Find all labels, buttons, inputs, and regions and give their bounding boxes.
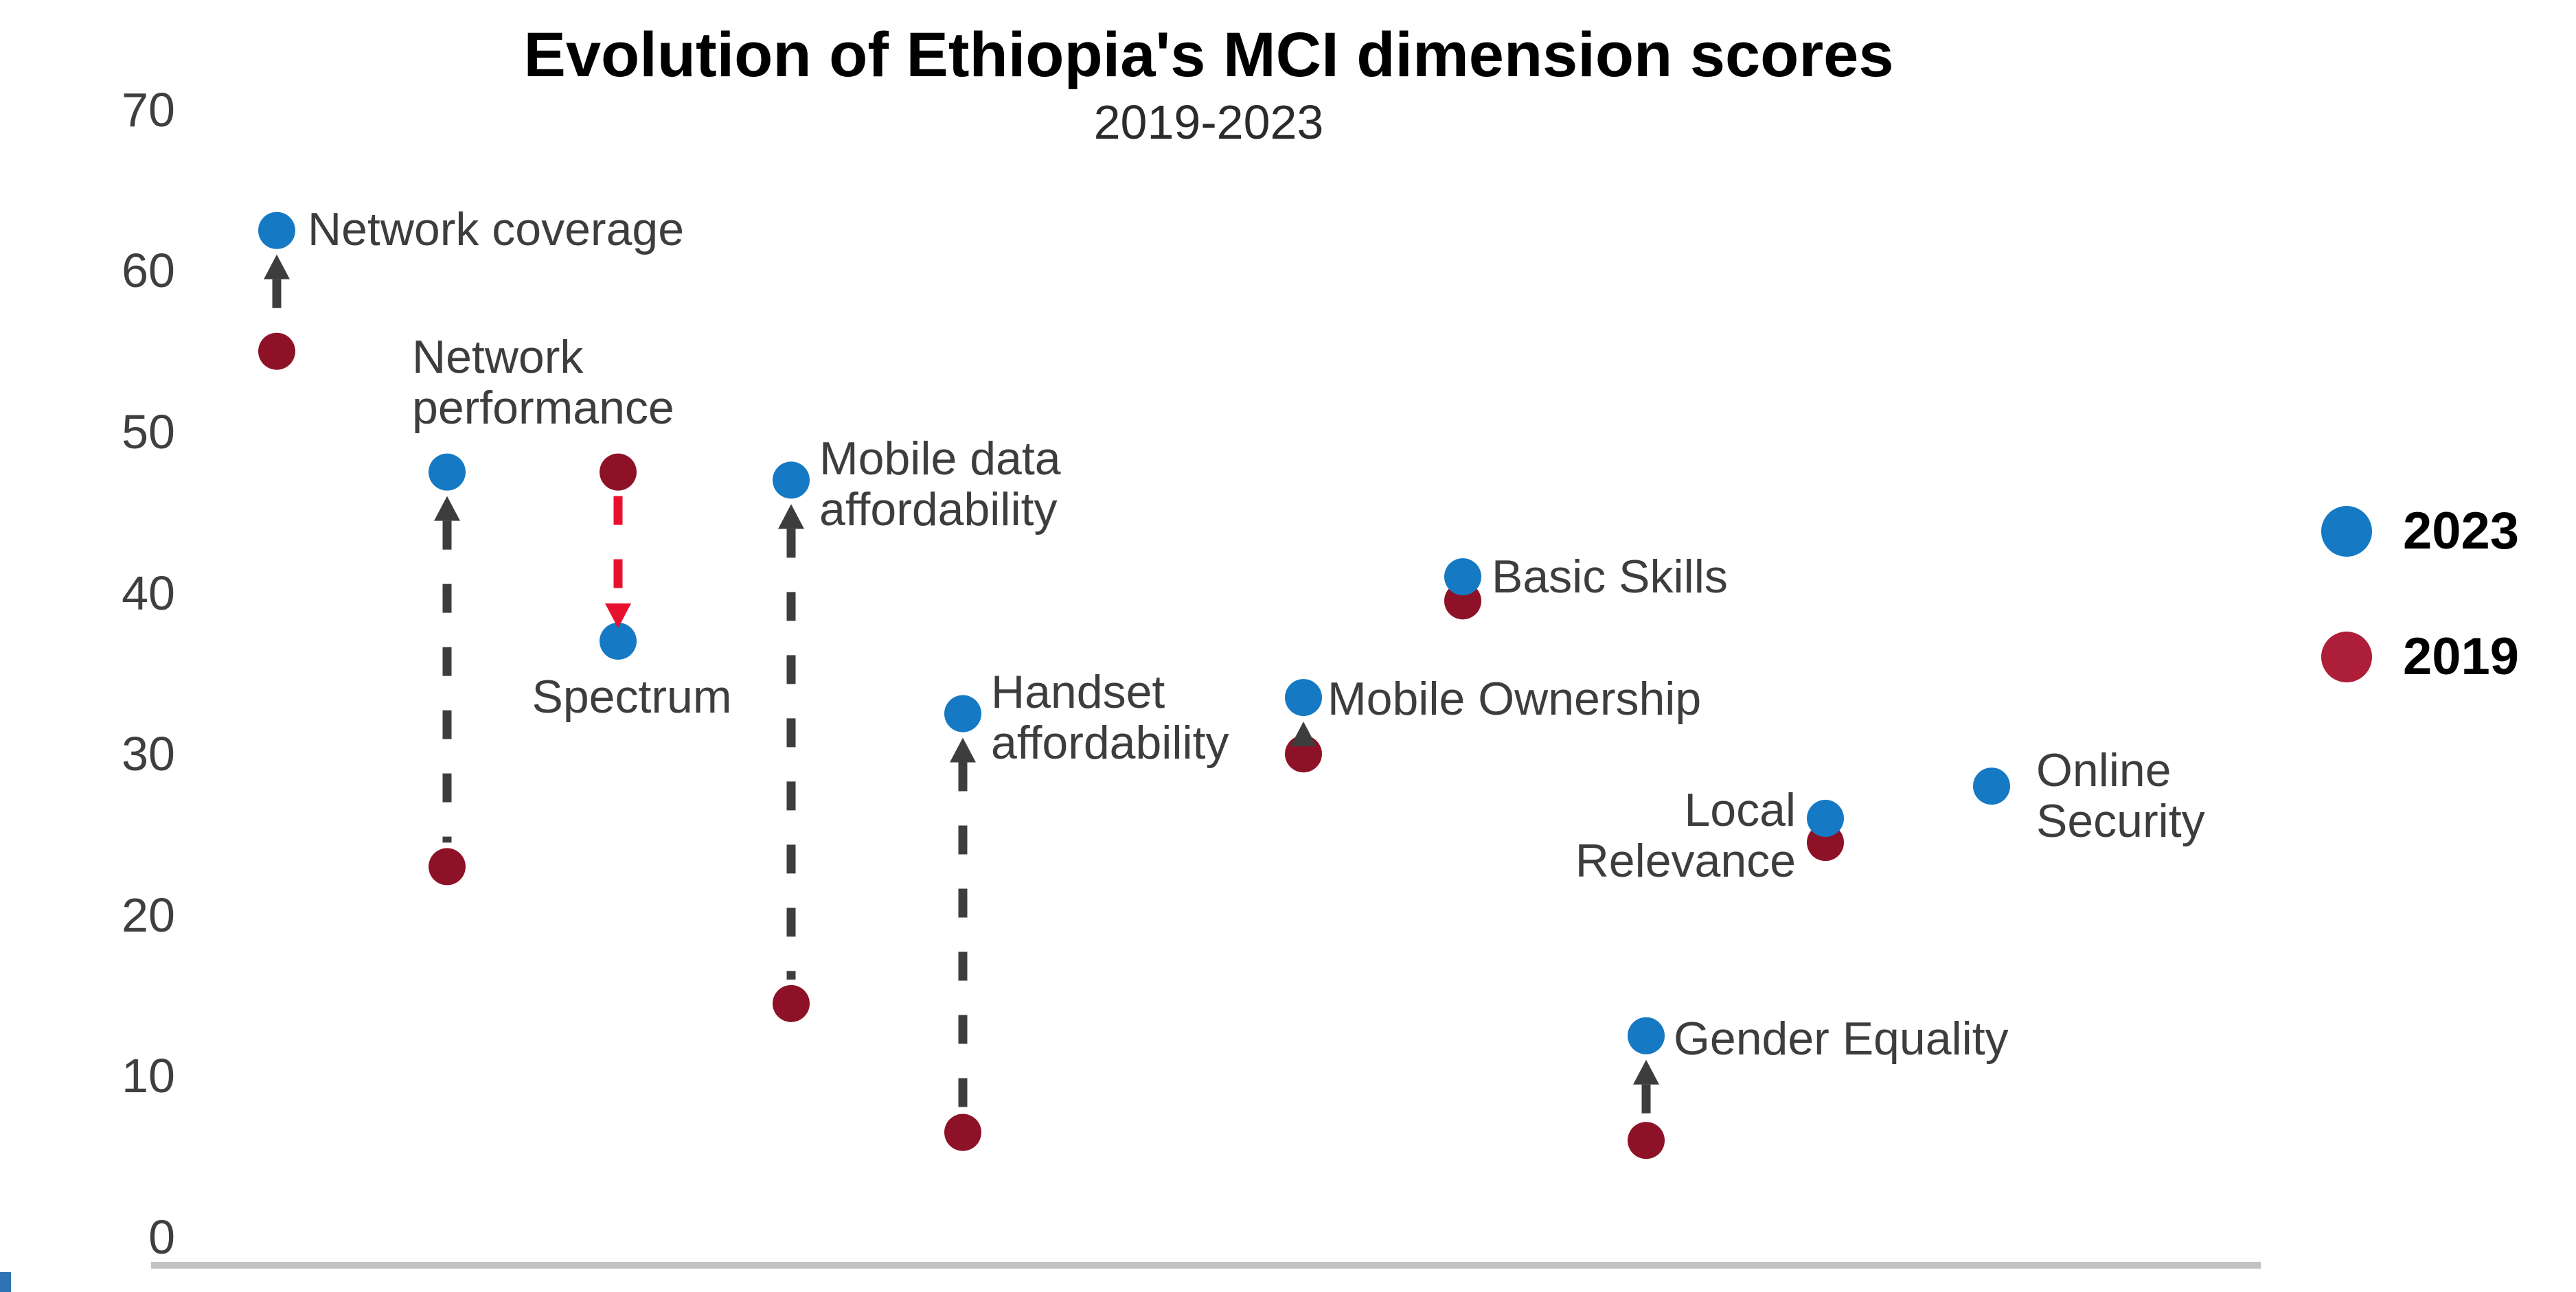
label-online-security: Online Security xyxy=(2036,745,2205,846)
dot-2019-mobile-data-affordability xyxy=(773,984,810,1022)
label-handset-affordability: Handset affordability xyxy=(991,667,1229,768)
label-line: Network coverage xyxy=(308,203,685,255)
label-line: Handset xyxy=(991,666,1165,718)
label-line: Mobile data xyxy=(819,432,1061,485)
label-line: Network xyxy=(412,331,584,383)
arrowhead-spectrum xyxy=(605,603,631,628)
arrowhead-network-performance xyxy=(434,496,460,521)
y-tick-10: 10 xyxy=(122,1049,175,1103)
label-mobile-ownership: Mobile Ownership xyxy=(1327,673,1701,724)
dot-2023-handset-affordability xyxy=(944,695,981,732)
label-line: Basic Skills xyxy=(1492,551,1728,603)
legend-label-2019: 2019 xyxy=(2403,627,2520,686)
arrowhead-mobile-data-affordability xyxy=(778,504,804,529)
chart-subtitle: 2019-2023 xyxy=(1093,95,1324,149)
page-corner-strip xyxy=(0,1272,11,1292)
label-basic-skills: Basic Skills xyxy=(1492,551,1728,602)
legend-label-2023: 2023 xyxy=(2403,502,2520,560)
y-tick-20: 20 xyxy=(122,888,175,942)
label-mobile-data-affordability: Mobile data affordability xyxy=(819,433,1061,535)
dot-2023-mobile-data-affordability xyxy=(773,461,810,499)
x-axis-baseline xyxy=(151,1262,2261,1269)
label-network-performance: Network performance xyxy=(412,332,674,433)
dot-2023-network-coverage xyxy=(258,211,295,249)
label-line: affordability xyxy=(819,483,1058,535)
arrowhead-handset-affordability xyxy=(950,737,976,763)
y-tick-60: 60 xyxy=(122,244,175,298)
arrowhead-mobile-ownership xyxy=(1290,722,1317,747)
dot-2019-network-performance xyxy=(429,848,466,886)
y-tick-50: 50 xyxy=(122,405,175,459)
dot-2019-handset-affordability xyxy=(944,1114,981,1151)
dot-2019-gender-equality xyxy=(1628,1122,1665,1160)
label-line: Spectrum xyxy=(532,671,732,723)
label-network-coverage: Network coverage xyxy=(308,204,684,255)
y-tick-30: 30 xyxy=(122,727,175,781)
label-gender-equality: Gender Equality xyxy=(1674,1013,2009,1064)
dot-2023-mobile-ownership xyxy=(1285,679,1322,717)
dot-2023-spectrum xyxy=(600,622,637,660)
arrowhead-network-coverage xyxy=(264,254,290,279)
label-line: Mobile Ownership xyxy=(1327,673,1702,725)
dot-2019-spectrum xyxy=(600,453,637,491)
legend-dot-2023 xyxy=(2321,505,2372,557)
dot-2023-local-relevance xyxy=(1807,800,1844,838)
label-line: Local xyxy=(1684,784,1796,836)
chart-title: Evolution of Ethiopia's MCI dimension sc… xyxy=(523,20,1894,90)
dot-2023-online-security xyxy=(1973,768,2010,805)
dot-2019-network-coverage xyxy=(258,332,295,370)
dot-2023-gender-equality xyxy=(1628,1017,1665,1054)
label-line: affordability xyxy=(991,717,1229,769)
y-tick-0: 0 xyxy=(148,1210,175,1264)
label-line: Relevance xyxy=(1575,835,1796,887)
dot-2023-network-performance xyxy=(429,453,466,491)
label-line: Online xyxy=(2036,744,2172,796)
y-tick-70: 70 xyxy=(122,82,175,137)
label-line: Gender Equality xyxy=(1674,1013,2009,1065)
legend-dot-2019 xyxy=(2321,631,2372,682)
label-line: Security xyxy=(2036,795,2205,847)
legend: 2023 2019 xyxy=(2321,481,2568,721)
y-tick-40: 40 xyxy=(122,566,175,620)
dot-2023-basic-skills xyxy=(1444,558,1481,596)
label-spectrum: Spectrum xyxy=(357,671,907,722)
arrowhead-gender-equality xyxy=(1633,1059,1659,1085)
label-line: performance xyxy=(412,382,674,434)
legend-item-2023: 2023 xyxy=(2321,501,2519,561)
label-local-relevance: Local Relevance xyxy=(1575,785,1796,886)
legend-item-2019: 2019 xyxy=(2321,627,2519,687)
